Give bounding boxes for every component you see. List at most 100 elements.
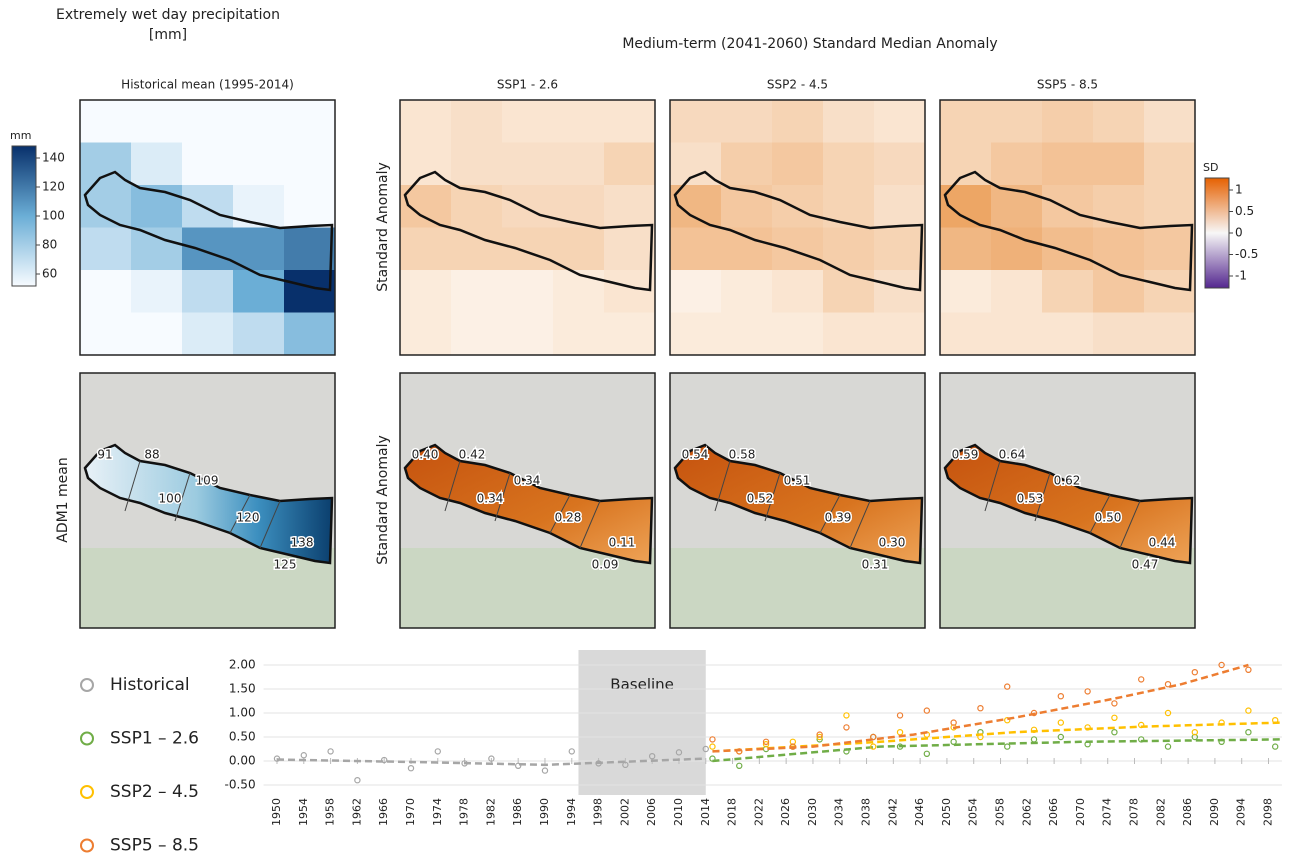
map-cell [940, 270, 992, 313]
left-title: [mm] [149, 27, 187, 43]
map-cell [400, 270, 452, 313]
data-point [1084, 688, 1091, 695]
adm1-label: 0.47 [1132, 558, 1159, 572]
map-cell [553, 142, 605, 186]
map-cell [1042, 185, 1094, 228]
map-cell [131, 270, 183, 313]
adm1-label: 0.42 [459, 448, 486, 462]
adm1-border [984, 460, 1001, 512]
map-cell [940, 100, 992, 143]
column-title: SSP2 - 4.5 [767, 78, 828, 92]
x-tick-label: 2014 [699, 798, 712, 826]
baseline-band [578, 650, 706, 795]
x-tick-label: 2022 [752, 798, 765, 826]
map-cell [1144, 312, 1196, 356]
y-tick-label: 2.00 [229, 658, 256, 672]
map-cell [553, 270, 605, 313]
x-tick-label: 1970 [404, 798, 417, 826]
adm1-regions [403, 443, 654, 565]
map-cell [182, 185, 234, 228]
x-tick-label: 2002 [618, 798, 631, 826]
map-cell [940, 227, 992, 271]
legend-marker [80, 678, 94, 692]
map-cell [721, 142, 773, 186]
map-cell [1093, 270, 1145, 313]
x-tick-label: 2098 [1262, 798, 1275, 826]
map-cell [182, 227, 234, 271]
data-point [300, 752, 307, 759]
data-point [762, 741, 770, 748]
map-cell [1042, 142, 1094, 186]
data-point [1004, 743, 1011, 750]
adm1-border [714, 460, 731, 512]
data-point [1164, 681, 1172, 688]
data-point [1191, 669, 1199, 676]
colorbar-label: 120 [42, 180, 65, 194]
x-tick-label: 2062 [1020, 798, 1033, 826]
map-cell [670, 312, 722, 356]
data-point [709, 736, 716, 743]
row-label: Standard Anomaly [375, 435, 391, 565]
data-point [1164, 743, 1172, 750]
adm1-label: 0.40 [412, 448, 439, 462]
map-cell [670, 100, 722, 143]
colorbar-label: 100 [42, 209, 65, 223]
x-tick-label: 2046 [913, 798, 926, 826]
map-cell [284, 270, 336, 313]
map-cell [604, 100, 656, 143]
map-cell [1093, 312, 1145, 356]
map-cell [502, 100, 554, 143]
map-cell [80, 270, 132, 313]
data-point [407, 765, 415, 772]
adm1-label: 100 [159, 492, 182, 506]
data-point [675, 749, 683, 756]
adm1-label: 0.39 [825, 511, 852, 525]
map-cell [604, 185, 656, 228]
map-cell [131, 227, 183, 271]
map-cell [80, 100, 132, 143]
map-cell [131, 312, 183, 356]
x-tick-label: 2090 [1208, 798, 1221, 826]
map-cell [233, 142, 285, 186]
map-cell [772, 270, 824, 313]
colorbar-label: -1 [1235, 269, 1247, 283]
adm1-border [819, 494, 841, 534]
map-cell [772, 227, 824, 271]
adm1-label: 120 [237, 511, 260, 525]
data-point [762, 738, 770, 746]
data-point [923, 707, 931, 714]
map-cell [502, 185, 554, 228]
adm1-label: 88 [144, 448, 159, 462]
adm1-label: 0.59 [952, 448, 979, 462]
map-cell [991, 100, 1043, 143]
data-point [514, 762, 522, 770]
x-tick-label: 2066 [1047, 798, 1060, 826]
map-cell [721, 270, 773, 313]
data-point [870, 743, 877, 750]
data-point [1004, 683, 1011, 690]
map-cell [400, 100, 452, 143]
map-cell [182, 142, 234, 186]
map-cell [1144, 185, 1196, 228]
adm1-border [174, 472, 191, 522]
data-point [1245, 729, 1252, 736]
data-point [1057, 733, 1065, 741]
map-cell [284, 312, 336, 356]
x-tick-label: 1954 [297, 798, 310, 826]
data-point [843, 724, 850, 731]
map-cell [772, 312, 824, 356]
adm1-regions [83, 443, 334, 565]
data-point [1111, 700, 1118, 707]
trend-line [712, 738, 1282, 763]
map-cell [721, 185, 773, 228]
adm1-label: 0.58 [729, 448, 756, 462]
map-frame [399, 372, 656, 629]
map-cell [874, 142, 926, 186]
x-tick-label: 1982 [484, 798, 497, 826]
data-point [327, 748, 334, 755]
data-point [568, 748, 575, 755]
data-point [622, 761, 629, 769]
adm1-regions [673, 443, 924, 565]
map-cell [991, 185, 1043, 228]
adm1-border [259, 500, 281, 549]
